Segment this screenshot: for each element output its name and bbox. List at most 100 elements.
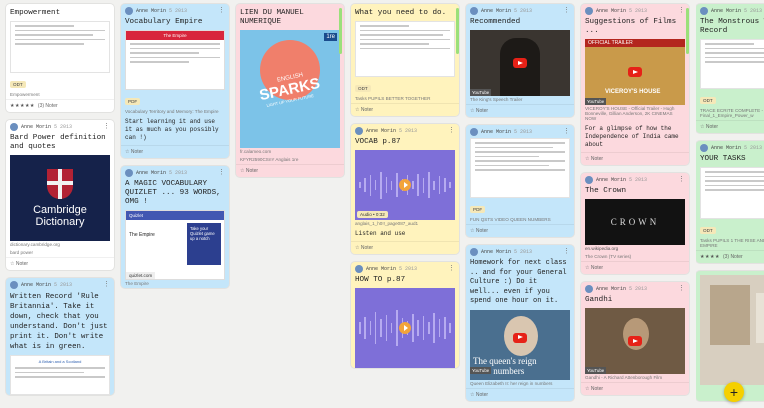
more-menu-icon[interactable]: ⋮ <box>218 7 225 15</box>
link-preview-image[interactable]: Cambridge Dictionary <box>10 155 110 241</box>
video-thumbnail[interactable]: YouTube <box>585 308 685 374</box>
post-card-film-suggestions[interactable]: Anne Morin 5 2013 ⋮ Suggestions of Films .… <box>581 4 689 165</box>
post-card-quizlet[interactable]: Anne Morin 5 2013 ⋮ A MAGIC VOCABULARY QUI… <box>121 166 229 288</box>
youtube-badge: YouTube <box>585 367 607 374</box>
youtube-play-icon[interactable] <box>628 336 642 346</box>
post-card-manuel-numerique[interactable]: LIEN DU MANUEL NUMERIQUE 1re ENGLISH SPA… <box>236 4 344 177</box>
more-menu-icon[interactable]: ⋮ <box>563 248 570 256</box>
post-card-homework[interactable]: Anne Morin 5 2013 ⋮ Homework for next clas… <box>466 245 574 401</box>
youtube-play-icon[interactable] <box>513 58 527 68</box>
audio-player[interactable]: Audio • 0:32 <box>355 150 455 220</box>
post-card-the-crown[interactable]: Anne Morin 5 2013 ⋮ The Crown CROWN en.wik… <box>581 173 689 274</box>
star-icon: ☆ <box>10 261 16 267</box>
star-icon: ☆ <box>585 156 591 162</box>
more-menu-icon[interactable]: ⋮ <box>563 7 570 15</box>
section-divider <box>339 8 342 54</box>
post-caption: Empowerment <box>10 92 40 97</box>
post-card-vocabulary-empire[interactable]: Anne Morin 5 2013 ⋮ Vocabulary Empire The … <box>121 4 229 158</box>
post-header: Anne Morin 5 2013 ⋮ <box>466 125 574 138</box>
post-card-image[interactable] <box>696 271 764 401</box>
note-button[interactable]: ☆ Noter <box>6 257 114 270</box>
file-type-badge: PDF <box>470 206 486 213</box>
document-preview[interactable] <box>355 21 455 77</box>
book-cover-image[interactable]: 1re ENGLISH SPARKS LIGHT UP YOUR FUTURE <box>240 30 340 148</box>
audio-player[interactable] <box>355 288 455 368</box>
document-preview[interactable]: A Britain and a Scotland <box>10 355 110 395</box>
post-card-vocab-p87[interactable]: Anne Morin 5 2013 ⋮ VOCAB p.87 Audio • 0:3… <box>351 124 459 254</box>
post-body: Listen and use <box>355 230 406 237</box>
document-preview[interactable]: The Empire <box>125 30 225 90</box>
rating-stars[interactable]: ★★★★ <box>700 254 720 260</box>
post-title: Vocabulary Empire <box>125 18 203 26</box>
more-menu-icon[interactable]: ⋮ <box>563 128 570 136</box>
link-preview-image[interactable]: Quizlet The Empire Take your Quizlet gam… <box>125 210 225 280</box>
post-header: Anne Morin 5 2013 ⋮ <box>351 262 459 275</box>
post-header: Anne Morin 5 2013 ⋮ <box>121 4 229 17</box>
post-header: Anne Morin 5 2013 ⋮ <box>6 120 114 133</box>
note-button[interactable]: ☆ Noter <box>466 104 574 117</box>
document-preview[interactable] <box>470 138 570 198</box>
more-menu-icon[interactable]: ⋮ <box>678 176 685 184</box>
post-body: For a glimpse of how the Independence of… <box>585 125 679 148</box>
avatar <box>10 280 18 289</box>
post-header: Anne Morin 5 2013 ⋮ <box>6 278 114 291</box>
more-menu-icon[interactable]: ⋮ <box>678 7 685 15</box>
more-menu-icon[interactable]: ⋮ <box>103 281 110 289</box>
document-preview[interactable] <box>10 21 110 73</box>
post-caption: fr.calameo.com <box>240 149 272 154</box>
post-caption: dictionary.cambridge.org <box>10 242 60 247</box>
post-card-fun-questions[interactable]: Anne Morin 5 2013 ⋮ PDF FUN QSTS VIDEO QUE… <box>466 125 574 237</box>
avatar <box>355 126 363 135</box>
note-button[interactable]: ☆ Noter <box>351 103 459 116</box>
image-preview[interactable] <box>700 275 764 385</box>
post-title: LIEN DU MANUEL NUMERIQUE <box>240 9 304 26</box>
note-button[interactable]: ☆ Noter <box>121 145 229 158</box>
post-card-gandhi[interactable]: Anne Morin 5 2013 ⋮ Gandhi YouTube Gandhi … <box>581 282 689 395</box>
add-post-button[interactable]: + <box>724 382 744 402</box>
star-icon: ☆ <box>470 228 476 234</box>
note-button[interactable]: ☆ Noter <box>466 224 574 237</box>
video-thumbnail[interactable]: YouTube <box>470 30 570 96</box>
more-menu-icon[interactable]: ⋮ <box>448 127 455 135</box>
post-caption: The Empire <box>125 281 149 286</box>
post-body: Start learning it and use it as much as … <box>125 118 219 141</box>
note-button[interactable]: ☆ Noter <box>581 152 689 165</box>
note-button[interactable]: ☆ Noter <box>581 382 689 395</box>
file-type-badge: ODT <box>355 85 371 92</box>
post-header: Anne Morin 5 2013 ⋮ <box>351 124 459 137</box>
post-card-what-to-do[interactable]: What you need to do. ODT Tasks PUPILS BE… <box>351 4 459 116</box>
post-card-bard-power[interactable]: Anne Morin 5 2013 ⋮ Bard Power definition … <box>6 120 114 270</box>
play-icon[interactable] <box>399 322 411 334</box>
avatar <box>470 127 478 136</box>
note-button[interactable]: ☆ Noter <box>466 387 574 401</box>
document-preview[interactable] <box>700 167 764 219</box>
post-card-empowerment[interactable]: Empowerment ODT Empowerment ★★★★★ (3) No… <box>6 4 114 112</box>
more-menu-icon[interactable]: ⋮ <box>678 285 685 293</box>
note-button[interactable]: ☆ Noter <box>351 241 459 254</box>
note-button[interactable]: ☆ Noter <box>696 120 764 133</box>
post-card-written-record[interactable]: Anne Morin 5 2013 ⋮ Written Record 'Rule B… <box>6 278 114 395</box>
column-2: Anne Morin 5 2013 ⋮ Vocabulary Empire The … <box>121 0 229 296</box>
more-menu-icon[interactable]: ⋮ <box>448 265 455 273</box>
video-thumbnail[interactable]: OFFICIAL TRAILER VICEROY'S HOUSE YouTube <box>585 39 685 105</box>
section-divider <box>456 8 459 54</box>
post-card-how-to-p87[interactable]: Anne Morin 5 2013 ⋮ HOW TO p.87 <box>351 262 459 368</box>
more-menu-icon[interactable]: ⋮ <box>103 123 110 131</box>
post-caption: Tasks PUPILS 1 THE RISE AND FALL OF THE … <box>700 238 764 248</box>
post-header: Anne Morin 5 2013 ⋮ <box>466 245 574 258</box>
post-card-your-tasks[interactable]: Anne Morin 5 2013 YOUR TASKS ODT Tasks PU… <box>696 141 764 263</box>
star-icon: ☆ <box>125 149 131 155</box>
play-icon[interactable] <box>399 179 411 191</box>
file-type-badge: ODT <box>10 81 26 88</box>
video-thumbnail[interactable]: The queen's reign in numbers YouTube <box>470 309 570 380</box>
document-preview[interactable] <box>700 39 764 89</box>
more-menu-icon[interactable]: ⋮ <box>218 169 225 177</box>
link-preview-image[interactable]: CROWN <box>585 199 685 245</box>
note-button[interactable]: ☆ Noter <box>581 261 689 274</box>
rating-stars[interactable]: ★★★★★ <box>10 103 35 109</box>
youtube-play-icon[interactable] <box>513 332 527 343</box>
note-button[interactable]: ☆ Noter <box>236 164 344 177</box>
youtube-play-icon[interactable] <box>628 67 642 77</box>
post-card-recommended[interactable]: Anne Morin 5 2013 ⋮ Recommended YouTube Th… <box>466 4 574 117</box>
